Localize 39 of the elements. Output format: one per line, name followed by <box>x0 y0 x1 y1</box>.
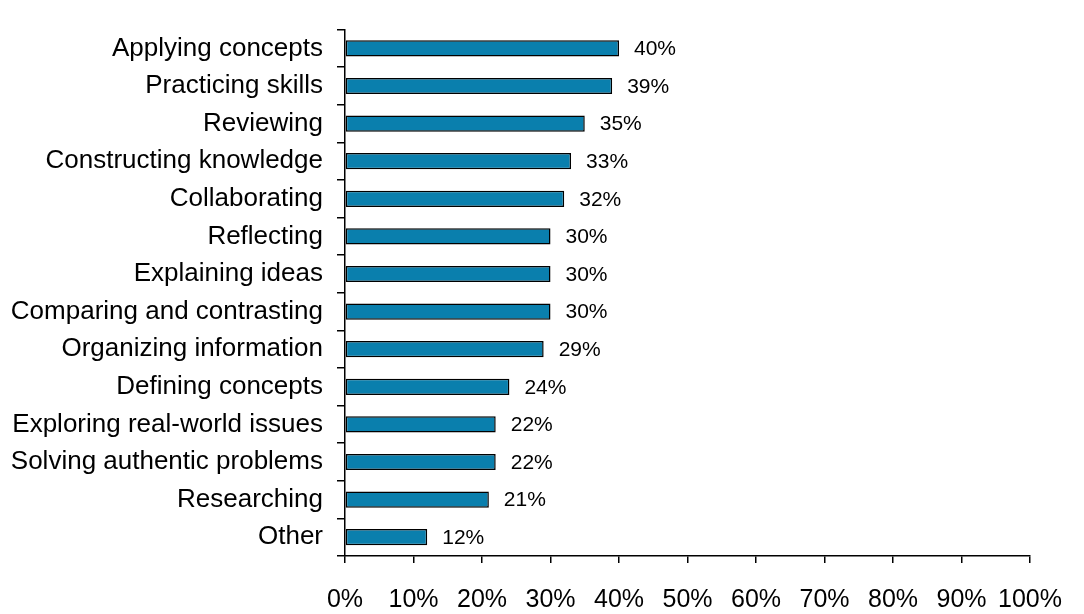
x-tick-label: 30% <box>525 583 576 612</box>
data-label: 29% <box>558 337 601 360</box>
y-tick-label: Practicing skills <box>145 69 323 100</box>
data-label: 33% <box>586 149 629 172</box>
x-tick-label: 90% <box>936 583 987 612</box>
data-label: 30% <box>565 299 608 323</box>
y-tick-label: Reflecting <box>207 219 323 250</box>
x-tick-label: 0% <box>326 583 364 612</box>
y-tick-label: Applying concepts <box>111 31 323 62</box>
y-tick-label: Other <box>257 520 324 551</box>
data-label: 21% <box>503 487 546 511</box>
data-label: 24% <box>524 374 567 398</box>
y-tick-label: Constructing knowledge <box>45 144 323 175</box>
y-tick-label: Organizing information <box>61 332 323 363</box>
y-tick-label: Reviewing <box>203 106 323 137</box>
x-tick-label: 10% <box>388 583 439 612</box>
x-tick-label: 100% <box>998 583 1063 612</box>
data-label: 40% <box>634 36 677 60</box>
data-label: 39% <box>627 73 670 97</box>
data-label: 22% <box>510 412 553 436</box>
x-tick-label: 20% <box>456 583 508 612</box>
x-tick-label: 70% <box>799 583 850 612</box>
data-label: 22% <box>510 449 553 473</box>
data-label: 30% <box>565 224 608 248</box>
x-tick-label: 60% <box>730 583 782 612</box>
x-tick-label: 50% <box>662 583 713 612</box>
y-tick-label: Collaborating <box>169 181 323 212</box>
y-tick-label: Defining concepts <box>116 369 323 400</box>
y-tick-label: Solving authentic problems <box>10 445 323 476</box>
data-label: 32% <box>579 186 622 210</box>
data-label: 35% <box>599 111 642 135</box>
y-tick-label: Comparing and contrasting <box>10 294 323 325</box>
x-tick-label: 40% <box>593 583 645 612</box>
y-tick-label: Explaining ideas <box>133 257 323 288</box>
x-tick-label: 80% <box>868 583 919 612</box>
data-label: 30% <box>565 261 608 285</box>
y-tick-label: Researching <box>177 482 323 513</box>
y-tick-label: Exploring real-world issues <box>12 407 323 438</box>
data-label: 12% <box>442 525 485 548</box>
